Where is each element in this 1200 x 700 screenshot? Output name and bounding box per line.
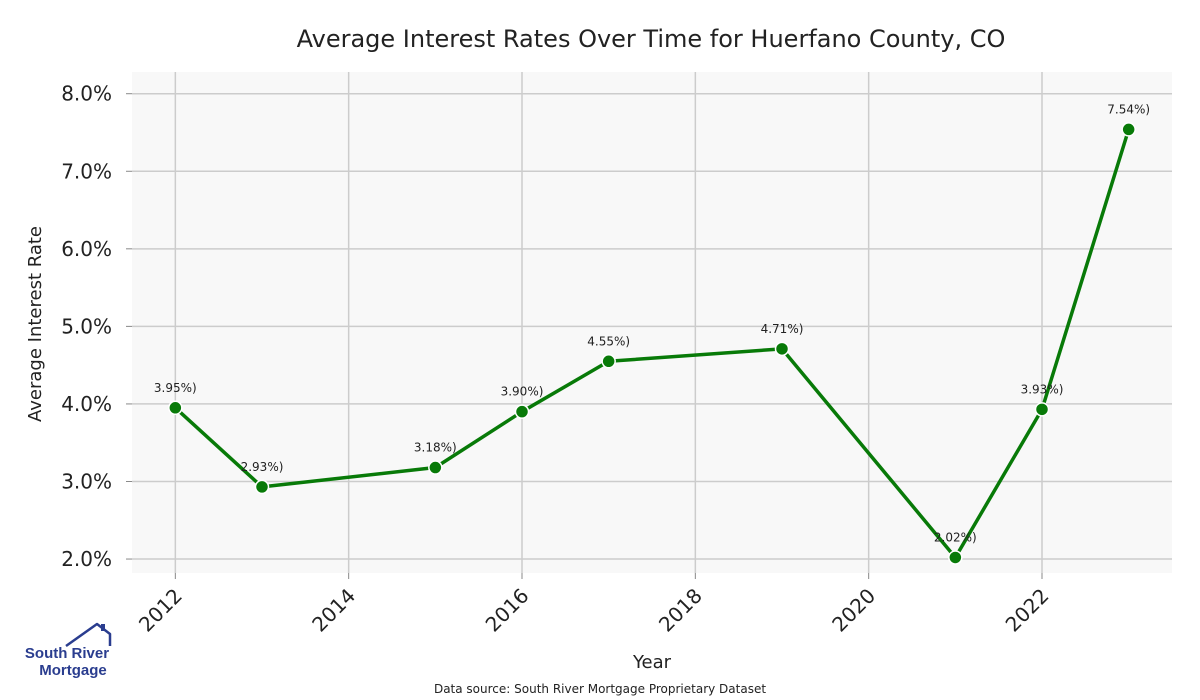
logo-line-2: Mortgage	[39, 662, 107, 679]
logo-line-1: South River	[25, 645, 109, 662]
plot-background	[132, 72, 1172, 573]
data-label: 4.71%)	[761, 322, 804, 336]
data-labels: 3.95%) 2.93%) 3.18%) 3.90%) 4.55%) 4.71%) 2.02…	[154, 102, 1150, 544]
x-tick-label: 2022	[1001, 584, 1054, 637]
x-tick-label: 2014	[307, 584, 360, 637]
data-point	[428, 460, 443, 475]
y-tick-label: 3.0%	[61, 469, 112, 493]
chart-title: Average Interest Rates Over Time for Hue…	[297, 25, 1006, 53]
data-point	[254, 479, 270, 495]
y-axis: 2.0% 3.0% 4.0% 5.0% 6.0% 7.0% 8.0%	[61, 82, 132, 571]
y-tick-label: 8.0%	[61, 82, 112, 106]
y-tick-label: 7.0%	[61, 159, 112, 183]
y-tick-label: 5.0%	[61, 314, 112, 338]
data-points	[168, 122, 1136, 565]
data-label: 2.93%)	[241, 460, 284, 474]
data-point	[601, 354, 616, 369]
data-point	[774, 341, 790, 357]
x-tick-label: 2018	[654, 584, 707, 637]
data-point	[1121, 122, 1136, 137]
y-axis-label: Average Interest Rate	[25, 226, 46, 422]
y-tick-label: 6.0%	[61, 237, 112, 261]
x-tick-label: 2016	[481, 584, 534, 637]
x-tick-label: 2012	[134, 584, 187, 637]
data-label: 3.95%)	[154, 381, 197, 395]
data-label: 3.18%)	[414, 441, 457, 455]
data-label: 7.54%)	[1107, 102, 1150, 116]
data-label: 2.02%)	[934, 530, 977, 544]
y-tick-label: 2.0%	[61, 547, 112, 571]
x-tick-label: 2020	[827, 584, 880, 637]
x-axis-label: Year	[632, 652, 672, 673]
data-point	[514, 404, 530, 419]
house-chimney-icon	[101, 624, 105, 631]
data-point	[1034, 402, 1050, 417]
data-source-note: Data source: South River Mortgage Propri…	[434, 682, 766, 696]
data-point	[168, 400, 183, 416]
y-tick-label: 4.0%	[61, 392, 112, 416]
data-label: 3.93%)	[1021, 382, 1064, 396]
south-river-mortgage-logo: South River Mortgage	[25, 622, 112, 679]
data-label: 3.90%)	[501, 385, 544, 399]
data-label: 4.55%)	[587, 334, 630, 348]
x-axis: 2012 2014 2016 2018 2020 2022	[134, 573, 1054, 637]
data-point	[948, 550, 963, 565]
